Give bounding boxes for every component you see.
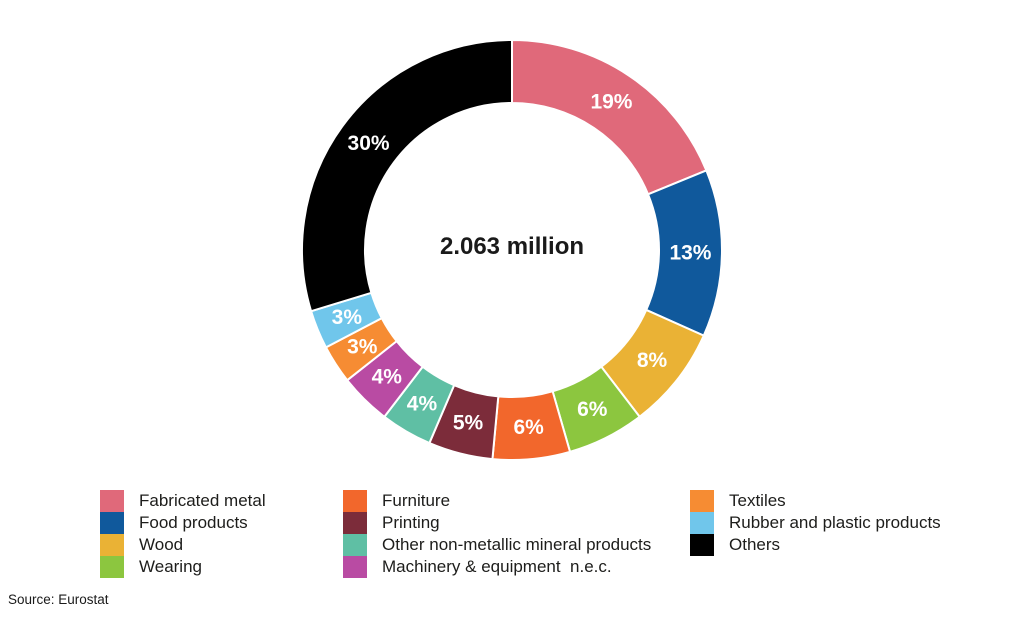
legend-item-machinery-equipment-n-e-c: Machinery & equipment n.e.c. bbox=[343, 556, 651, 578]
slice-percent-label-printing: 5% bbox=[453, 412, 484, 435]
legend-item-textiles: Textiles bbox=[690, 490, 941, 512]
slice-percent-label-food-products: 13% bbox=[669, 241, 711, 264]
donut-segment-fabricated-metal bbox=[511, 39, 708, 196]
legend-item-other-non-metallic-mineral-products: Other non-metallic mineral products bbox=[343, 534, 651, 556]
legend-label: Fabricated metal bbox=[139, 491, 266, 510]
legend-swatch-textiles bbox=[690, 490, 714, 512]
legend-swatch-fabricated-metal bbox=[100, 490, 124, 512]
source-note: Source: Eurostat bbox=[8, 592, 109, 607]
legend-label: Others bbox=[729, 535, 781, 554]
legend-item-food-products: Food products bbox=[100, 512, 266, 534]
slice-percent-label-wearing: 6% bbox=[577, 398, 608, 421]
legend-item-wood: Wood bbox=[100, 534, 266, 556]
legend-swatch-furniture bbox=[343, 490, 367, 512]
legend-swatch-wood bbox=[100, 534, 124, 556]
legend-label: Other non-metallic mineral products bbox=[382, 535, 652, 554]
legend-swatch-printing bbox=[343, 512, 367, 534]
legend-label: Food products bbox=[139, 513, 248, 532]
legend-label: Wood bbox=[139, 535, 184, 554]
legend-label: Furniture bbox=[382, 491, 451, 510]
donut-center-value: 2.063 million bbox=[439, 233, 585, 260]
legend-item-furniture: Furniture bbox=[343, 490, 651, 512]
legend-swatch-food-products bbox=[100, 512, 124, 534]
legend-column-2: Furniture Printing Other non-metallic mine… bbox=[343, 490, 651, 578]
legend-item-wearing: Wearing bbox=[100, 556, 266, 578]
legend-swatch-other-non-metallic-mineral-products bbox=[343, 534, 367, 556]
slice-percent-label-rubber-and-plastic-products: 3% bbox=[332, 306, 363, 329]
legend-label: Rubber and plastic products bbox=[729, 513, 941, 532]
slice-percent-label-other-non-metallic-mineral-products: 4% bbox=[407, 393, 438, 416]
legend-item-rubber-and-plastic-products: Rubber and plastic products bbox=[690, 512, 941, 534]
legend-item-printing: Printing bbox=[343, 512, 651, 534]
legend-label: Printing bbox=[382, 513, 440, 532]
donut-chart: 19% 13% 8% 6% 6% 5% 4%4% 3% 3% 30% bbox=[301, 39, 723, 461]
slice-percent-label-others: 30% bbox=[348, 132, 390, 155]
legend-label: Textiles bbox=[729, 491, 786, 510]
legend-column-1: Fabricated metal Food products Wood Wearing bbox=[100, 490, 266, 578]
donut-chart-area: 19% 13% 8% 6% 6% 5% 4% 4% 3% 3% 30% 2.063 million bbox=[301, 39, 723, 461]
legend-swatch-rubber-and-plastic-products bbox=[690, 512, 714, 534]
legend-swatch-others bbox=[690, 534, 714, 556]
slice-percent-label-textiles: 3% bbox=[347, 336, 378, 359]
legend-item-others: Others bbox=[690, 534, 941, 556]
slice-percent-label-furniture: 6% bbox=[513, 416, 544, 439]
slice-percent-label-machinery-equipment-n-e-c: 4% bbox=[372, 366, 403, 389]
donut-segment-others bbox=[301, 39, 513, 313]
legend-column-3: Textiles Rubber and plastic products Other… bbox=[690, 490, 941, 556]
slice-percent-label-wood: 8% bbox=[637, 349, 668, 372]
legend-label: Wearing bbox=[139, 557, 202, 576]
legend-swatch-wearing bbox=[100, 556, 124, 578]
legend-label: Machinery & equipment n.e.c. bbox=[382, 557, 612, 576]
slice-percent-label-fabricated-metal: 19% bbox=[590, 90, 632, 113]
legend-item-fabricated-metal: Fabricated metal bbox=[100, 490, 266, 512]
legend: Fabricated metal Food products Wood Wearing… bbox=[0, 490, 1024, 585]
legend-swatch-machinery-equipment-n-e-c bbox=[343, 556, 367, 578]
